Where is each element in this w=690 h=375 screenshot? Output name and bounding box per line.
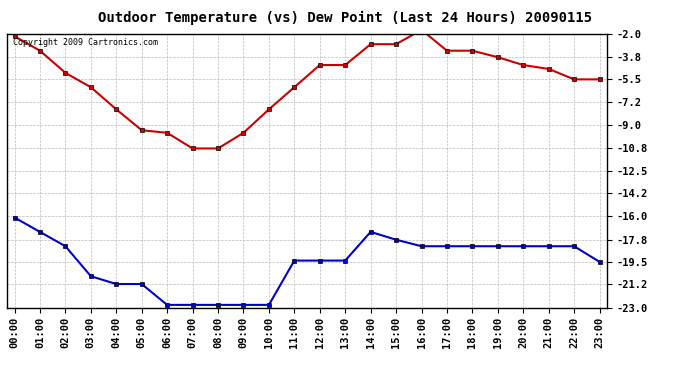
Text: Copyright 2009 Cartronics.com: Copyright 2009 Cartronics.com bbox=[13, 38, 158, 47]
Text: Outdoor Temperature (vs) Dew Point (Last 24 Hours) 20090115: Outdoor Temperature (vs) Dew Point (Last… bbox=[98, 11, 592, 26]
